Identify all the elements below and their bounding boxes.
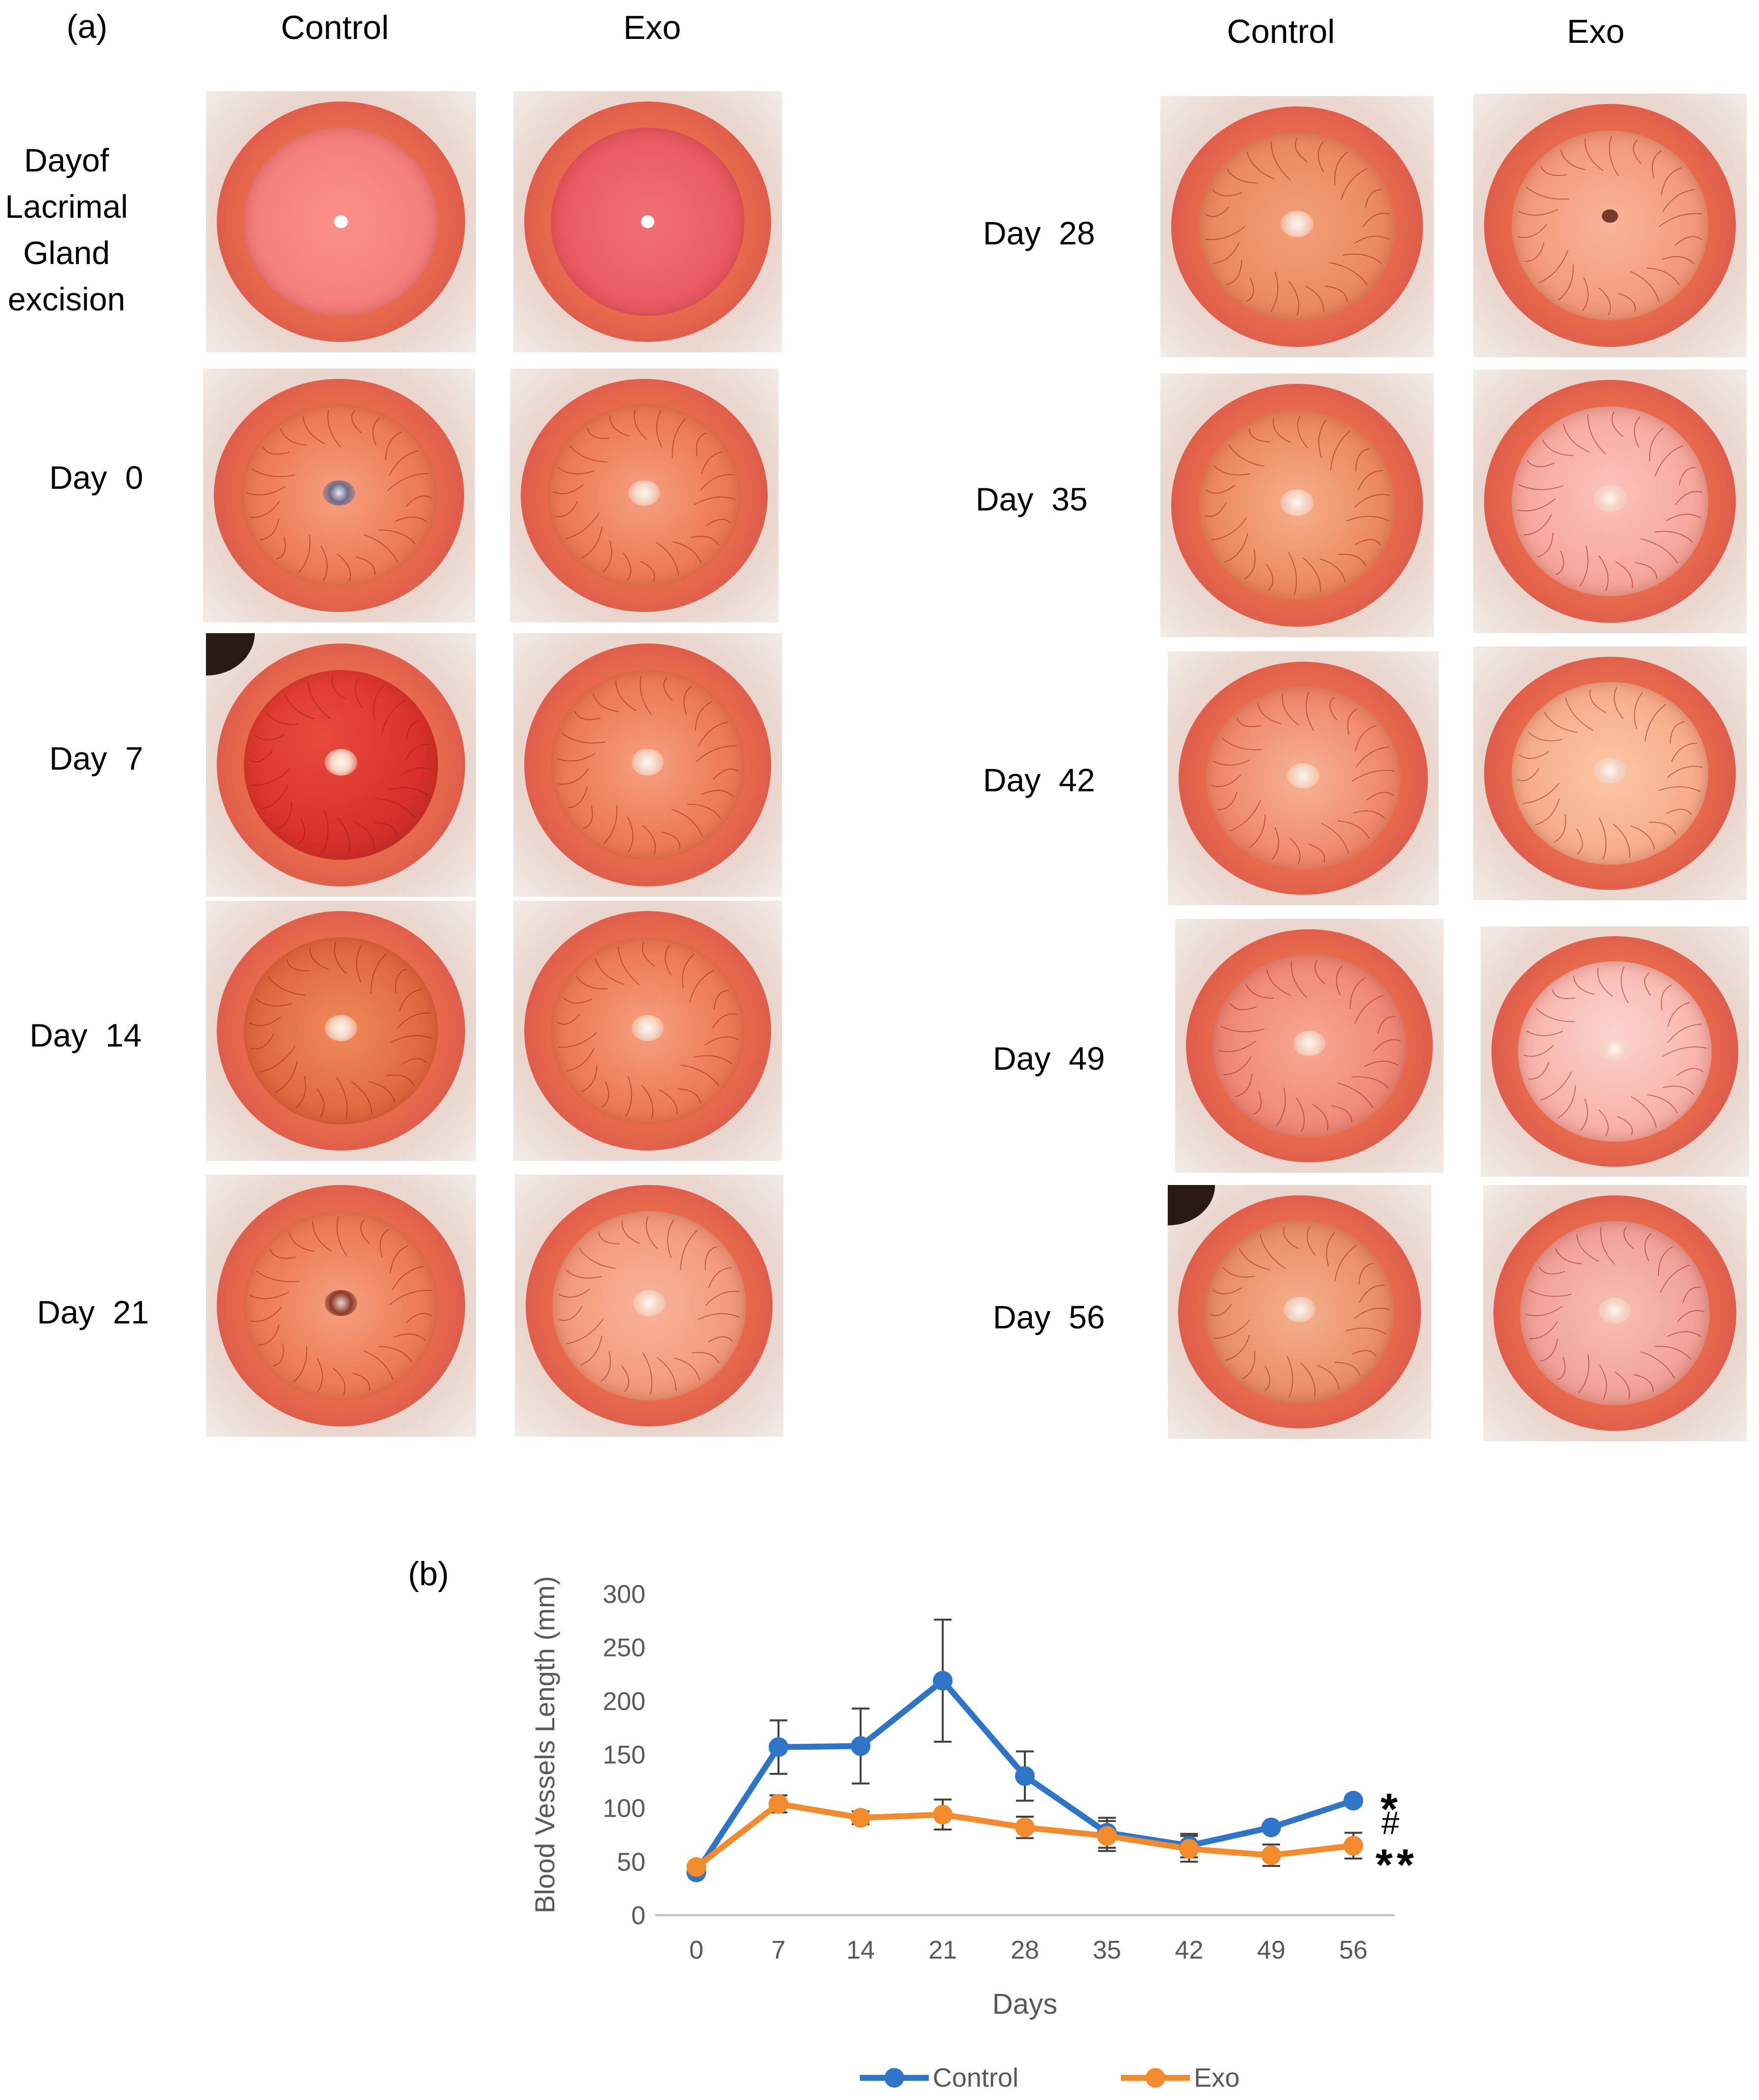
data-point-exo bbox=[1343, 1835, 1363, 1856]
row-label-day-49: Day 49 bbox=[993, 1040, 1105, 1077]
y-tick-label: 200 bbox=[603, 1687, 645, 1716]
y-axis-title: Blood Vessels Length (mm) bbox=[529, 1576, 560, 1914]
y-tick-label: 100 bbox=[603, 1795, 645, 1823]
data-point-exo bbox=[769, 1794, 788, 1814]
vessel-pattern bbox=[1523, 966, 1706, 1137]
x-tick-label: 56 bbox=[1339, 1936, 1368, 1965]
data-point-exo bbox=[1261, 1845, 1281, 1865]
vessel-pattern bbox=[1517, 687, 1703, 860]
vessel-pattern bbox=[558, 1216, 740, 1395]
eye-photo-control-day-7 bbox=[206, 633, 476, 897]
row-label-day-28: Day 28 bbox=[983, 215, 1095, 251]
x-axis-title: Days bbox=[992, 1988, 1057, 2020]
y-tick-label: 250 bbox=[603, 1634, 645, 1662]
data-point-exo bbox=[1179, 1839, 1199, 1859]
row-label-day-0: Day 0 bbox=[49, 459, 143, 496]
row-label-day-21: Day 21 bbox=[37, 1294, 149, 1330]
x-tick-label: 7 bbox=[772, 1936, 786, 1965]
eye-photo-exo-day-49 bbox=[1481, 926, 1749, 1177]
eye-photo-control-day-21 bbox=[206, 1175, 476, 1437]
y-tick-label: 150 bbox=[603, 1741, 645, 1769]
x-tick-label: 14 bbox=[846, 1936, 875, 1965]
eye-photo-exo-day-7 bbox=[513, 633, 782, 897]
eye-photo-exo-day-0 bbox=[510, 369, 778, 622]
vessel-pattern bbox=[556, 942, 739, 1119]
left-control-header: Control bbox=[281, 9, 389, 46]
y-tick-label: 0 bbox=[631, 1901, 645, 1930]
data-point-control bbox=[1343, 1791, 1363, 1811]
vessel-pattern bbox=[1211, 692, 1395, 865]
vessel-pattern bbox=[249, 942, 433, 1119]
data-point-control bbox=[933, 1671, 953, 1691]
vessel-pattern bbox=[1204, 415, 1390, 595]
row-label-day-35: Day 35 bbox=[976, 481, 1088, 517]
legend-label-exo: Exo bbox=[1194, 2063, 1240, 2093]
eye-photo-exo-day-42 bbox=[1473, 646, 1747, 900]
eye-photo-control-day-42 bbox=[1168, 651, 1439, 905]
x-tick-label: 49 bbox=[1257, 1936, 1285, 1965]
eye-photo-exo-day-35 bbox=[1473, 370, 1747, 633]
data-point-exo bbox=[933, 1804, 953, 1825]
x-tick-label: 28 bbox=[1011, 1936, 1039, 1965]
data-point-control bbox=[769, 1737, 788, 1757]
legend-marker-exo bbox=[1146, 2068, 1165, 2088]
eye-photo-control-excision bbox=[206, 91, 476, 352]
row-label-day-7: Day 7 bbox=[49, 740, 143, 777]
vessel-pattern bbox=[1205, 137, 1389, 316]
line-chart: 0 50 100 150 200 250 300 0 7 14 21 28 35 42 49 56 Days Bl… bbox=[529, 1576, 1418, 2093]
x-tick-label: 21 bbox=[928, 1936, 957, 1965]
data-point-exo bbox=[1097, 1826, 1117, 1846]
eye-photo-control-day-28 bbox=[1160, 96, 1434, 357]
y-tick-label: 300 bbox=[603, 1580, 645, 1609]
row-label-day-42: Day 42 bbox=[983, 762, 1095, 798]
vessel-pattern bbox=[1218, 959, 1401, 1132]
eye-photo-control-day-14 bbox=[206, 901, 476, 1161]
vessel-pattern bbox=[1517, 411, 1703, 591]
eye-photo-control-day-0 bbox=[203, 369, 475, 622]
legend-label-control: Control bbox=[933, 2063, 1018, 2093]
vessel-pattern bbox=[1525, 1226, 1705, 1400]
data-point-exo bbox=[850, 1808, 871, 1828]
data-point-exo bbox=[1015, 1817, 1035, 1837]
panel-b-label: (b) bbox=[408, 1555, 449, 1592]
data-point-control bbox=[1015, 1766, 1035, 1786]
row-label-day-56: Day 56 bbox=[993, 1299, 1105, 1335]
data-point-exo bbox=[686, 1857, 707, 1877]
data-point-control bbox=[1261, 1817, 1281, 1837]
vessel-pattern bbox=[552, 409, 736, 582]
significance-annotation: ** bbox=[1376, 1841, 1418, 1890]
vessel-pattern bbox=[1518, 135, 1702, 315]
vessel-pattern bbox=[249, 675, 433, 854]
eye-photo-exo-day-56 bbox=[1483, 1185, 1747, 1441]
legend-marker-control bbox=[884, 2068, 904, 2088]
eye-photo-control-day-56 bbox=[1168, 1185, 1431, 1439]
vessel-pattern bbox=[246, 409, 432, 581]
row-label-day-14: Day 14 bbox=[30, 1017, 142, 1053]
vessel-pattern bbox=[556, 675, 739, 855]
significance-annotation: * bbox=[1381, 1785, 1398, 1834]
right-exo-header: Exo bbox=[1567, 13, 1625, 50]
eye-photo-exo-day-14 bbox=[513, 901, 782, 1161]
x-tick-label: 35 bbox=[1093, 1936, 1121, 1965]
right-control-header: Control bbox=[1227, 13, 1335, 50]
eye-photo-exo-day-28 bbox=[1473, 94, 1747, 357]
significance-annotation: # bbox=[1382, 1804, 1400, 1841]
y-tick-label: 50 bbox=[617, 1848, 645, 1876]
vessel-pattern bbox=[249, 1216, 433, 1395]
left-exo-header: Exo bbox=[623, 9, 681, 46]
eye-photo-control-day-35 bbox=[1160, 373, 1434, 637]
eye-photo-exo-day-21 bbox=[515, 1175, 783, 1437]
vessel-pattern bbox=[1210, 1226, 1389, 1398]
x-tick-label: 0 bbox=[689, 1936, 704, 1965]
row-label-excision: Dayof Lacrimal Gland excision bbox=[5, 142, 128, 317]
eye-photo-exo-excision bbox=[513, 91, 782, 352]
eye-photo-control-day-49 bbox=[1175, 919, 1444, 1173]
x-tick-label: 42 bbox=[1175, 1936, 1203, 1965]
data-point-control bbox=[850, 1736, 871, 1756]
panel-a-label: (a) bbox=[67, 8, 108, 45]
